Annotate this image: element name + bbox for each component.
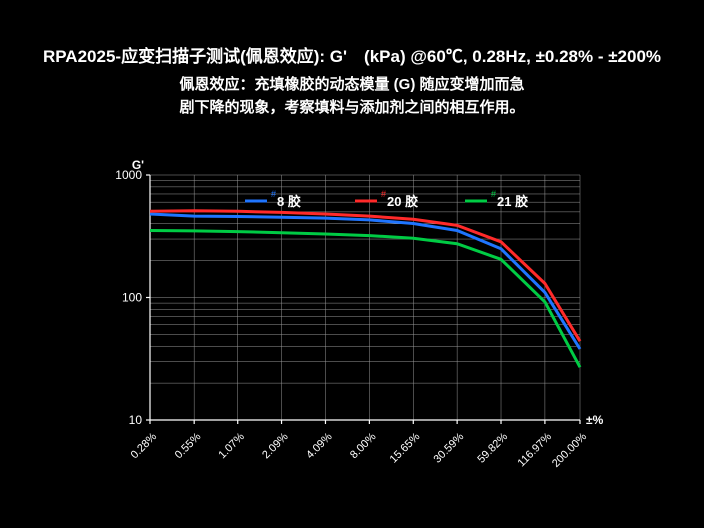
svg-text:#: # [271, 189, 276, 199]
svg-text:0.28%: 0.28% [129, 431, 160, 462]
svg-text:2.09%: 2.09% [260, 431, 291, 462]
svg-text:100: 100 [122, 291, 142, 305]
subtitle-l2: 剧下降的现象，考察填料与添加剂之间的相互作用。 [179, 99, 524, 116]
svg-text:#: # [381, 189, 386, 199]
chart-subtitle: 佩恩效应：充填橡胶的动态模量 (G) 随应变增加而急 剧下降的现象，考察填料与添… [0, 74, 704, 119]
chart-svg: 1010010000.28%0.55%1.07%2.09%4.09%8.00%1… [95, 155, 605, 475]
svg-text:G': G' [132, 158, 144, 172]
svg-text:116.97%: 116.97% [515, 431, 554, 470]
svg-text:10: 10 [129, 413, 143, 427]
svg-text:4.09%: 4.09% [304, 431, 335, 462]
svg-text:21 胶: 21 胶 [497, 194, 528, 209]
svg-text:20 胶: 20 胶 [387, 194, 418, 209]
svg-text:0.55%: 0.55% [173, 431, 204, 462]
svg-text:1.07%: 1.07% [216, 431, 247, 462]
svg-text:59.82%: 59.82% [475, 431, 510, 466]
chart-area: 1010010000.28%0.55%1.07%2.09%4.09%8.00%1… [95, 155, 605, 475]
svg-text:8.00%: 8.00% [348, 431, 379, 462]
chart-title: RPA2025-应变扫描子测试(佩恩效应): G' (kPa) @60℃, 0.… [0, 42, 704, 67]
svg-text:#: # [491, 189, 496, 199]
svg-text:8 胶: 8 胶 [277, 194, 301, 209]
svg-text:30.59%: 30.59% [431, 431, 466, 466]
svg-text:±%: ±% [586, 413, 604, 427]
svg-text:200.00%: 200.00% [550, 431, 589, 470]
subtitle-l1: 佩恩效应：充填橡胶的动态模量 (G) 随应变增加而急 [180, 76, 525, 93]
svg-text:15.65%: 15.65% [388, 431, 423, 466]
